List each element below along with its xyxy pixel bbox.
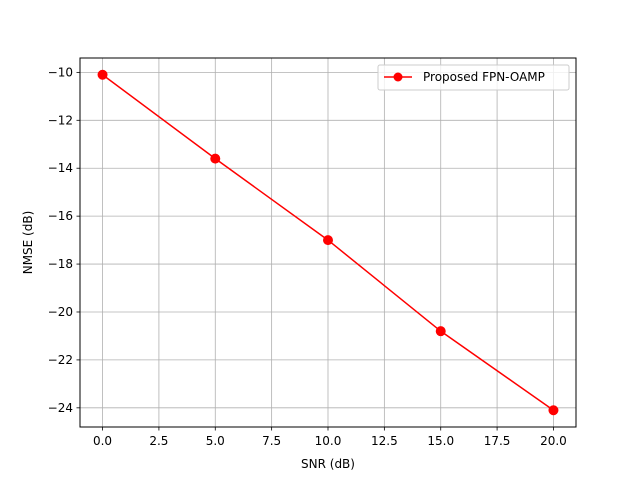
y-tick-label: −18 (48, 257, 73, 271)
y-tick-label: −10 (48, 65, 73, 79)
y-tick-label: −20 (48, 305, 73, 319)
x-axis-label: SNR (dB) (301, 457, 355, 471)
legend: Proposed FPN-OAMP (377, 64, 570, 91)
y-tick-label: −14 (48, 161, 73, 175)
x-tick-label: 5.0 (206, 434, 225, 448)
x-tick-label: 20.0 (540, 434, 567, 448)
data-point (435, 326, 446, 337)
data-point (548, 405, 559, 416)
x-tick-label: 15.0 (427, 434, 454, 448)
x-tick-label: 0.0 (93, 434, 112, 448)
y-tick-label: −22 (48, 353, 73, 367)
x-tick-label: 7.5 (262, 434, 281, 448)
legend-box (377, 64, 570, 91)
x-tick-label: 2.5 (149, 434, 168, 448)
legend-marker-swatch (393, 72, 403, 82)
data-point (210, 153, 221, 164)
y-axis-label: NMSE (dB) (21, 211, 35, 275)
ticks: 0.0 2.5 5.0 7.5 10.0 12.5 15.0 17.5 20.0 −10 −12 −1… (48, 65, 567, 448)
y-tick-label: −12 (48, 113, 73, 127)
data-point (97, 69, 108, 80)
x-tick-label: 10.0 (315, 434, 342, 448)
series-layer (97, 69, 559, 416)
data-point (323, 235, 333, 246)
x-tick-label: 12.5 (371, 434, 398, 448)
y-tick-label: −24 (48, 401, 73, 415)
legend-entry-label: Proposed FPN-OAMP (423, 70, 545, 84)
x-tick-label: 17.5 (484, 434, 511, 448)
y-tick-label: −16 (48, 209, 73, 223)
